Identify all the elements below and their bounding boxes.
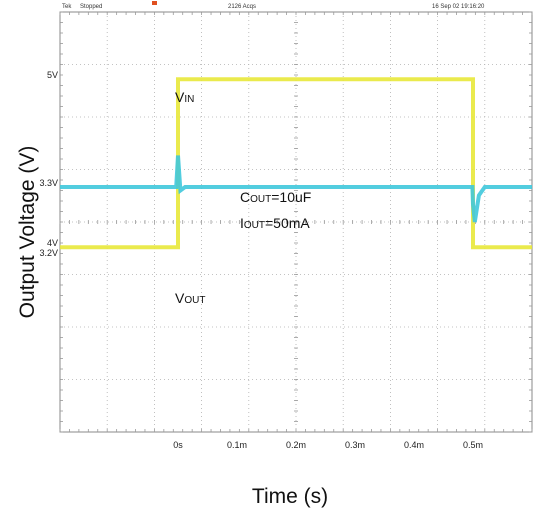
x-tick-label: 0s [173, 440, 183, 450]
x-tick-labels: 0s 0.1m 0.2m 0.3m 0.4m 0.5m [173, 440, 483, 450]
y-tick-labels: 5V 4V 3.3V 3.2V [39, 70, 58, 258]
y-tick-label: 3.3V [39, 178, 58, 188]
x-tick-label: 0.4m [404, 440, 424, 450]
status-stopped: Stopped [80, 4, 102, 10]
x-tick-label: 0.1m [227, 440, 247, 450]
x-tick-label: 0.3m [345, 440, 365, 450]
annotation-cout: COUT=10uF [240, 189, 311, 205]
x-tick-label: 0.5m [463, 440, 483, 450]
x-axis-label: Time (s) [252, 485, 328, 508]
y-tick-label: 3.2V [39, 248, 58, 258]
trigger-marker [152, 1, 157, 5]
y-tick-label: 5V [47, 70, 58, 80]
x-tick-label: 0.2m [286, 440, 306, 450]
trace-vin [60, 77, 532, 250]
status-acqs: 2126 Acqs [228, 4, 256, 10]
status-tek: Tek [62, 4, 72, 10]
y-tick-label: 4V [47, 238, 58, 248]
annotation-iout: IOUT=50mA [240, 215, 310, 231]
traces-group [60, 77, 532, 250]
y-axis-label: Output Voltage (V) [16, 146, 39, 319]
status-date: 16 Sep 02 19:16:20 [432, 4, 485, 10]
trace-vout [60, 155, 532, 223]
scope-grid [59, 11, 533, 433]
annotation-vout: VOUT [175, 290, 205, 306]
annotation-vin: VIN [175, 89, 194, 105]
